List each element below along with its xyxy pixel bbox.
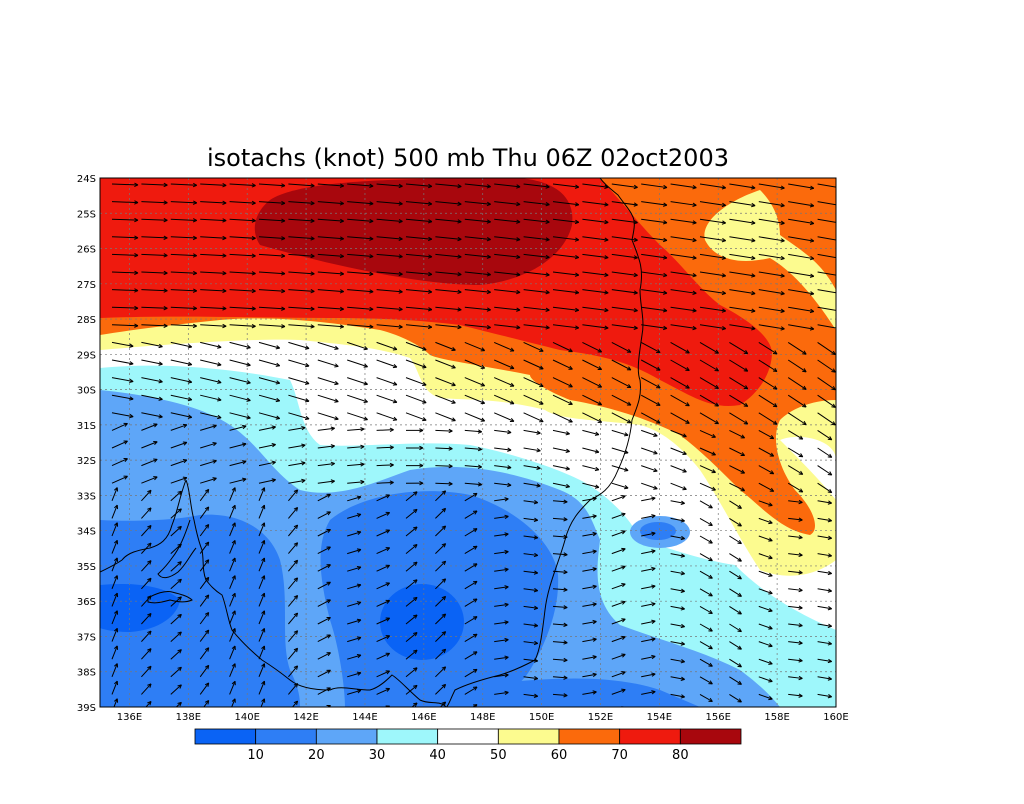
y-tick-label: 36S <box>77 597 96 608</box>
x-tick-label: 148E <box>470 712 495 723</box>
map-title: isotachs (knot) 500 mb Thu 06Z 02oct2003 <box>207 144 729 172</box>
wind-arrow <box>729 712 741 720</box>
x-tick-label: 150E <box>529 712 554 723</box>
y-tick-label: 29S <box>77 350 96 361</box>
y-tick-label: 35S <box>77 562 96 573</box>
band-0-10-central <box>380 584 464 660</box>
colorbar-label: 80 <box>672 748 689 763</box>
wind-arrow <box>847 202 873 208</box>
y-tick-label: 28S <box>77 315 96 326</box>
wind-arrow <box>847 325 873 331</box>
y-tick-label: 27S <box>77 280 96 291</box>
wind-arrow <box>612 707 625 712</box>
wind-arrow <box>847 483 861 493</box>
wind-arrow <box>847 448 861 458</box>
y-tick-label: 26S <box>77 245 96 256</box>
colorbar-swatch <box>559 729 620 744</box>
wind-arrow <box>847 430 861 440</box>
x-axis-ticks: 136E 138E 140E 142E 144E 146E 148E 150E 152E 154E… <box>117 712 849 723</box>
wind-arrow <box>847 606 860 613</box>
x-tick-label: 142E <box>293 712 318 723</box>
wind-arrow <box>788 711 802 714</box>
wind-arrow <box>847 290 873 296</box>
x-tick-label: 156E <box>706 712 731 723</box>
wind-arrow <box>553 711 567 714</box>
colorbar-label: 70 <box>611 748 628 763</box>
wind-arrow <box>847 466 861 476</box>
wind-arrow <box>847 378 865 390</box>
colorbar-swatch <box>316 729 377 744</box>
y-tick-label: 37S <box>77 632 96 643</box>
x-tick-label: 158E <box>764 712 789 723</box>
wind-arrow <box>847 272 873 278</box>
wind-arrow <box>847 659 860 666</box>
wind-arrow <box>847 307 873 313</box>
isotach-fill-layer <box>100 178 836 707</box>
y-axis-ticks: 24S 25S 26S 27S 28S 29S 30S 31S 32S 33S 34S 35S 36S 3… <box>77 174 96 714</box>
colorbar-swatch <box>195 729 256 744</box>
y-tick-label: 24S <box>77 174 96 185</box>
colorbar-swatch <box>498 729 559 744</box>
wind-arrow <box>847 360 865 372</box>
wind-arrow <box>847 254 873 260</box>
colorbar-swatch <box>620 729 681 744</box>
wind-arrow <box>847 237 873 243</box>
x-tick-label: 154E <box>647 712 672 723</box>
wind-arrow <box>847 642 860 649</box>
wind-arrow <box>847 677 860 684</box>
colorbar-swatch <box>256 729 317 744</box>
colorbar-swatch <box>438 729 499 744</box>
wind-arrow <box>847 694 860 701</box>
x-tick-label: 140E <box>234 712 259 723</box>
wind-arrow <box>847 501 860 508</box>
wind-arrow <box>847 554 860 561</box>
x-tick-label: 136E <box>117 712 142 723</box>
y-tick-label: 30S <box>77 386 96 397</box>
colorbar-swatch <box>377 729 438 744</box>
x-tick-label: 138E <box>176 712 201 723</box>
x-tick-label: 152E <box>588 712 613 723</box>
y-tick-label: 25S <box>77 209 96 220</box>
wind-arrow <box>847 219 873 225</box>
y-tick-label: 34S <box>77 527 96 538</box>
x-tick-label: 146E <box>411 712 436 723</box>
y-tick-label: 31S <box>77 421 96 432</box>
wind-arrow <box>847 413 865 425</box>
wind-arrow <box>847 712 860 719</box>
x-tick-label: 160E <box>823 712 848 723</box>
wind-arrow <box>671 712 685 716</box>
colorbar-label: 60 <box>551 748 568 763</box>
wind-arrow <box>847 518 860 525</box>
wind-arrow <box>847 395 865 407</box>
colorbar: 10 20 30 40 50 60 70 80 <box>195 729 741 763</box>
wind-arrow <box>494 709 508 712</box>
colorbar-label: 40 <box>429 748 446 763</box>
colorbar-label: 10 <box>247 748 264 763</box>
wind-arrow <box>847 342 865 354</box>
y-tick-label: 33S <box>77 491 96 502</box>
wind-arrow <box>847 184 873 190</box>
y-tick-label: 39S <box>77 703 96 714</box>
colorbar-label: 30 <box>369 748 386 763</box>
colorbar-label: 50 <box>490 748 507 763</box>
y-tick-label: 32S <box>77 456 96 467</box>
wind-arrow <box>847 589 860 596</box>
colorbar-label: 20 <box>308 748 325 763</box>
wind-arrow <box>847 536 860 543</box>
wind-arrow <box>847 571 860 578</box>
wind-arrow <box>847 624 860 631</box>
x-tick-label: 144E <box>352 712 377 723</box>
y-tick-label: 38S <box>77 668 96 679</box>
colorbar-swatch <box>680 729 741 744</box>
